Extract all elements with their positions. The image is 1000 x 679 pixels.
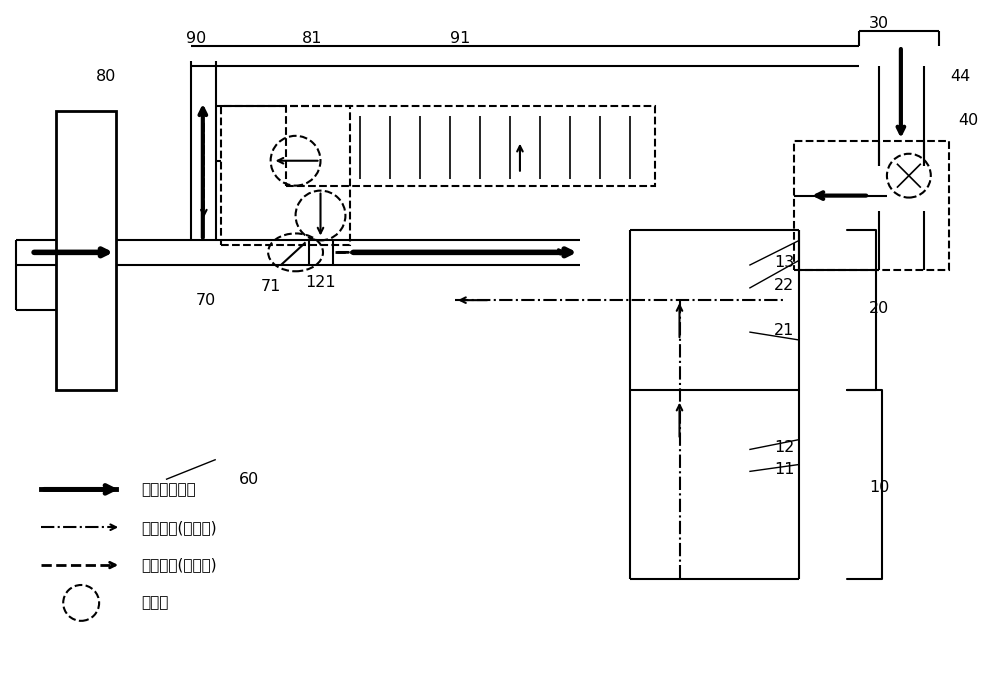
Text: 12: 12 [774,440,795,455]
Text: 40: 40 [959,113,979,128]
Text: 80: 80 [96,69,116,84]
Text: 60: 60 [239,472,259,487]
Text: 22: 22 [774,278,794,293]
Text: 曲通流向(分离前): 曲通流向(分离前) [141,519,217,535]
Text: 单向阀: 单向阀 [141,595,168,610]
Text: 121: 121 [305,275,336,290]
Bar [286,106,655,185]
Bar [56,111,116,390]
Text: 21: 21 [774,323,795,337]
Text: 20: 20 [869,301,889,316]
Text: 44: 44 [951,69,971,84]
Text: 曲通流向(分离后): 曲通流向(分离后) [141,557,217,572]
Text: 81: 81 [302,31,323,45]
Text: 90: 90 [186,31,206,45]
Bar [794,141,949,270]
Text: 91: 91 [450,31,470,45]
Text: 13: 13 [774,255,794,270]
Text: 11: 11 [774,462,795,477]
Text: 70: 70 [196,293,216,308]
Text: 新鲜空气流向: 新鲜空气流向 [141,482,196,497]
Bar [221,106,350,245]
Text: 10: 10 [869,480,889,495]
Text: 71: 71 [260,278,281,294]
Text: 30: 30 [869,16,889,31]
